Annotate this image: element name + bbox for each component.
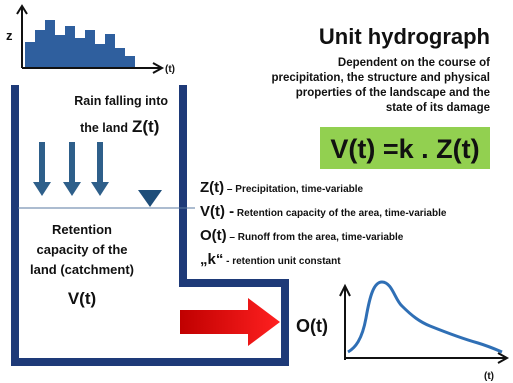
retention-line: capacity of the	[36, 242, 127, 257]
subtitle: Dependent on the course of precipitation,…	[271, 57, 490, 114]
legend-text: Retention capacity of the area, time-var…	[234, 208, 447, 219]
rain-text: Rain falling into	[74, 94, 168, 108]
title: Unit hydrograph	[319, 24, 490, 49]
retention-line: Retention	[52, 222, 112, 237]
legend-symbol: Z(t)	[200, 179, 224, 196]
hydrograph-y-label: O(t)	[296, 316, 328, 336]
retention-line: land (catchment)	[30, 262, 134, 277]
subtitle-line: Dependent on the course of	[338, 57, 490, 69]
legend-entry: O(t) – Runoff from the area, time-variab…	[200, 227, 404, 244]
subtitle-line: state of its damage	[386, 102, 490, 114]
hydrograph-x-label: (t)	[484, 371, 494, 382]
legend-symbol: „k“	[200, 251, 223, 268]
retention-symbol: V(t)	[68, 289, 96, 308]
rain-symbol: Z(t)	[132, 117, 159, 136]
legend-entry: V(t) - Retention capacity of the area, t…	[200, 203, 447, 220]
legend-text: - retention unit constant	[223, 256, 341, 267]
rain-arrows	[33, 142, 109, 196]
legend: Z(t) – Precipitation, time-variable V(t) …	[200, 179, 447, 268]
legend-text: – Precipitation, time-variable	[224, 184, 363, 195]
legend-text: – Runoff from the area, time-variable	[227, 232, 404, 243]
retention-text: Retention capacity of the land (catchment)	[30, 222, 134, 277]
legend-entry: „k“ - retention unit constant	[200, 251, 341, 268]
legend-symbol: O(t)	[200, 227, 227, 244]
histogram-y-label: z	[6, 28, 13, 43]
runoff-arrow	[180, 298, 280, 346]
histogram-x-label: (t)	[165, 64, 175, 75]
legend-symbol: V(t) -	[200, 203, 234, 220]
rain-text: the land	[80, 121, 128, 135]
water-level-marker	[138, 190, 162, 207]
subtitle-line: properties of the landscape and the	[296, 87, 490, 99]
formula: V(t) =k . Z(t)	[330, 134, 479, 164]
precipitation-histogram	[25, 20, 135, 67]
diagram: z (t) Unit hydrograph Dependent on the c…	[0, 0, 513, 383]
hydrograph-curve	[348, 282, 502, 352]
legend-entry: Z(t) – Precipitation, time-variable	[200, 179, 364, 196]
subtitle-line: precipitation, the structure and physica…	[271, 72, 490, 84]
